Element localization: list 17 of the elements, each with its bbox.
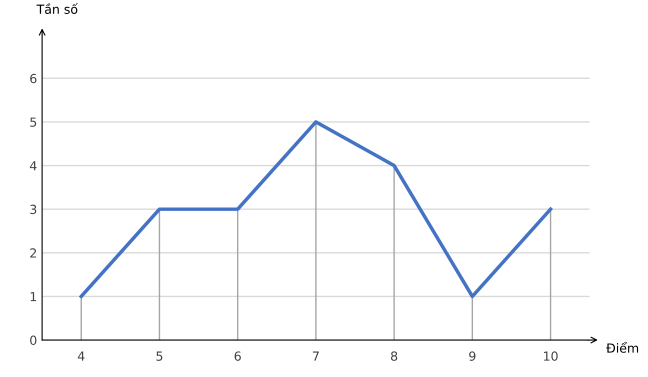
y-tick-label: 3 (30, 204, 36, 214)
y-tick-label: 5 (30, 118, 36, 127)
x-tick-label: 5 (156, 352, 162, 361)
x-tick-label: 4 (78, 352, 85, 361)
y-tick-label: 6 (30, 74, 36, 84)
line-series (79, 120, 552, 298)
y-tick-label: 4 (30, 161, 37, 170)
x-tick-label: 8 (390, 351, 398, 361)
x-tick-label: 10 (544, 351, 558, 361)
x-tick-label: 9 (469, 351, 476, 361)
x-tick-label: 6 (234, 351, 241, 361)
y-tick-label: 1 (30, 292, 36, 302)
x-axis-title: Điểm (606, 342, 638, 353)
y-axis-title: Tần số (36, 3, 78, 14)
y-tick-label: 2 (30, 248, 36, 258)
y-tick-label: 0 (30, 336, 36, 345)
x-tick-label: 7 (312, 352, 319, 361)
